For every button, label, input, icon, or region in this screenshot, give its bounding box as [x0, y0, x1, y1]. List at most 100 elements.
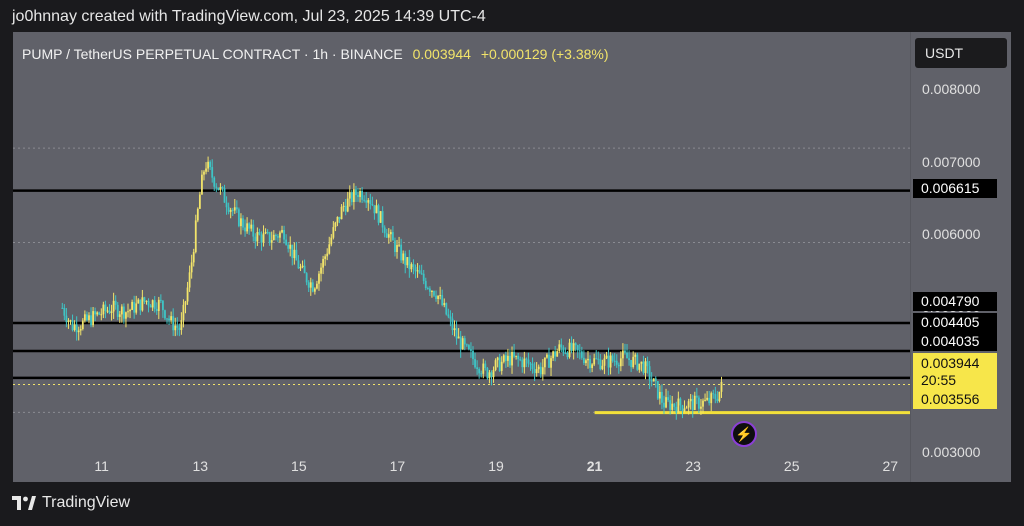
candle-body-273	[622, 350, 624, 359]
candle-body-281	[638, 363, 641, 370]
candle-body-172	[414, 267, 417, 272]
candle-body-240	[554, 351, 557, 357]
candle-body-162	[394, 240, 396, 253]
candle-body-52	[168, 318, 170, 321]
candle-body-145	[359, 190, 361, 197]
tv-mark-icon	[12, 496, 36, 510]
candle-body-182	[435, 295, 437, 299]
candle-body-170	[410, 264, 413, 270]
candle-body-14	[90, 315, 92, 326]
candle-body-68	[201, 174, 203, 195]
candle-body-255	[585, 360, 587, 364]
price-tick-2: 0.006000	[922, 226, 981, 243]
candle-body-154	[377, 205, 380, 223]
candle-body-117	[301, 265, 304, 268]
candle-body-5	[71, 320, 74, 331]
time-tick-5: 21	[586, 458, 603, 474]
candle-body-239	[552, 351, 554, 359]
candle-body-80	[225, 202, 228, 208]
candle-body-312	[702, 400, 704, 407]
time-tick-3: 17	[389, 458, 406, 474]
candle-body-265	[605, 355, 608, 359]
candle-body-43	[149, 305, 152, 308]
chart-area[interactable]	[13, 32, 1011, 482]
candle-countdown: 20:55	[921, 372, 957, 388]
candle-body-248	[570, 342, 573, 351]
candle-body-197	[465, 344, 468, 346]
candle-body-302	[681, 405, 684, 411]
candle-body-106	[279, 232, 281, 238]
candle-body-214	[500, 361, 503, 371]
candle-body-126	[320, 267, 322, 274]
candle-body-9	[79, 329, 82, 331]
current-price-tag: 0.003944 20:55	[913, 353, 997, 392]
author-info: jo0hnnay created with TradingView.com, J…	[12, 8, 486, 25]
candle-body-100	[266, 232, 269, 234]
candle-body-39	[141, 297, 144, 311]
candle-body-111	[289, 244, 292, 249]
candle-body-167	[404, 253, 407, 266]
candle-body-90	[246, 223, 249, 232]
candle-body-62	[188, 272, 191, 288]
candle-body-202	[476, 367, 479, 369]
candle-body-258	[591, 364, 594, 368]
candle-body-235	[543, 357, 546, 368]
candle-body-58	[180, 320, 183, 331]
price-chart[interactable]	[13, 32, 1011, 482]
candle-body-223	[519, 359, 522, 361]
candle-body-41	[145, 300, 148, 302]
candle-body-190	[451, 318, 454, 331]
candle-body-139	[346, 198, 349, 212]
candle-body-67	[198, 194, 201, 209]
candle-body-320	[718, 391, 721, 402]
candle-body-304	[685, 407, 688, 409]
candle-body-26	[114, 300, 117, 305]
candle-body-50	[164, 310, 166, 319]
candle-body-291	[658, 391, 661, 399]
level-tag-6615: 0.006615	[913, 179, 997, 198]
candle-body-301	[679, 398, 682, 406]
lightning-icon[interactable]: ⚡	[731, 421, 757, 447]
candle-body-224	[521, 359, 524, 368]
candle-body-152	[373, 205, 376, 214]
candle-body-275	[626, 352, 628, 359]
tradingview-logo[interactable]: TradingView	[12, 494, 130, 512]
candle-body-94	[254, 236, 257, 242]
candle-body-168	[406, 257, 409, 266]
candle-body-17	[96, 312, 99, 315]
candle-body-147	[363, 199, 366, 201]
candle-body-0	[61, 307, 64, 309]
candle-body-157	[383, 227, 386, 234]
candle-body-194	[459, 336, 462, 350]
candle-body-179	[428, 288, 431, 292]
candle-body-16	[94, 311, 97, 315]
candle-body-174	[418, 270, 421, 274]
candle-body-317	[712, 393, 715, 395]
candle-body-8	[77, 330, 80, 333]
candle-body-129	[326, 253, 329, 257]
candle-body-28	[118, 314, 121, 317]
candle-body-27	[116, 304, 119, 317]
candle-body-64	[192, 252, 195, 263]
candle-body-175	[420, 273, 423, 275]
candle-body-252	[578, 350, 581, 352]
candle-body-37	[137, 299, 140, 304]
candle-body-310	[697, 397, 700, 409]
candle-body-169	[408, 257, 411, 270]
candle-body-48	[159, 299, 162, 301]
candle-body-208	[488, 372, 491, 379]
candle-body-85	[235, 207, 238, 210]
candle-body-38	[139, 299, 142, 311]
candle-body-72	[209, 161, 212, 168]
candle-body-73	[211, 167, 214, 178]
candle-body-161	[392, 232, 394, 241]
candle-body-123	[313, 288, 316, 292]
current-price: 0.003944	[412, 46, 471, 62]
candle-body-36	[135, 303, 138, 313]
candle-body-22	[106, 310, 109, 312]
currency-button[interactable]: USDT	[915, 38, 1007, 68]
candle-body-81	[227, 207, 230, 212]
candle-body-284	[644, 361, 647, 373]
candle-body-130	[328, 244, 331, 254]
time-tick-0: 11	[94, 458, 109, 474]
